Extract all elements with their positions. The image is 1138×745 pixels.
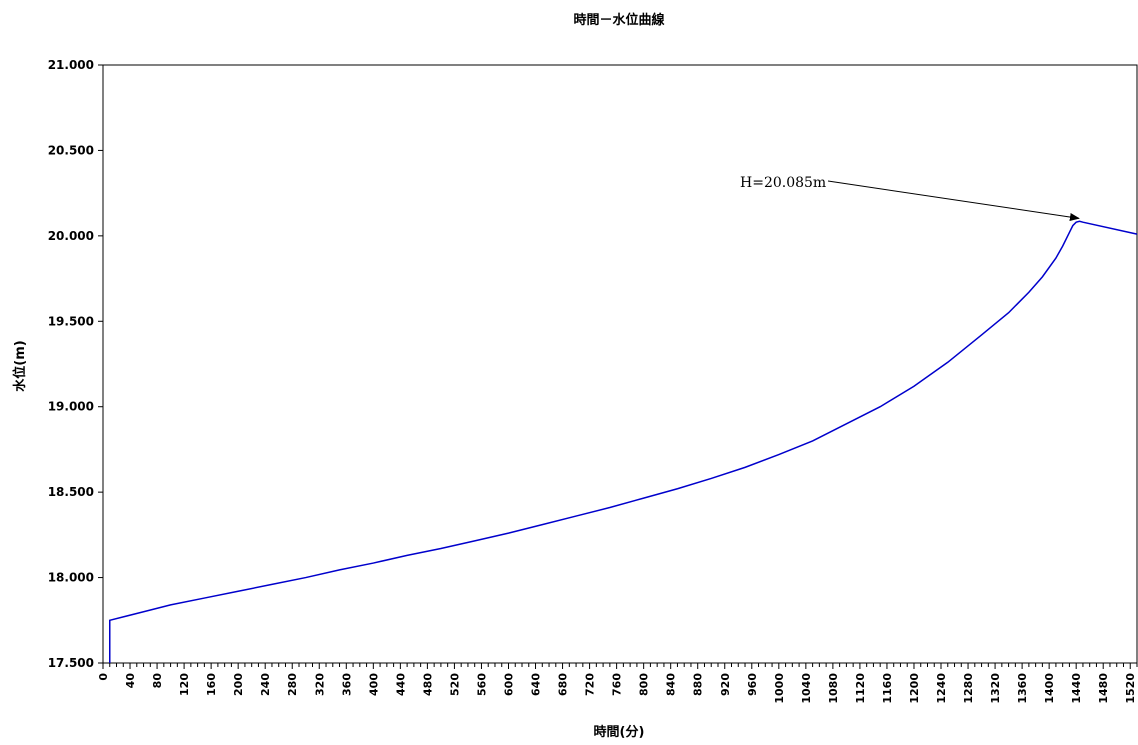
annotation-arrow [827,180,1080,221]
chart-title: 時間－水位曲線 [573,12,665,28]
x-tick-label: 760 [611,673,624,696]
x-tick-label: 520 [448,673,461,696]
x-tick-label: 1040 [800,673,813,704]
x-tick-label: 1400 [1043,673,1056,704]
x-tick-label: 400 [367,673,380,696]
y-tick-label: 21.000 [48,58,94,72]
x-tick-label: 120 [178,673,191,696]
y-tick-label: 18.000 [48,571,94,585]
x-tick-label: 1200 [908,673,921,704]
x-tick-label: 440 [394,673,407,696]
x-tick-label: 280 [286,673,299,696]
x-tick-label: 1160 [881,673,894,704]
x-tick-label: 360 [340,673,353,696]
x-tick-label: 920 [719,673,732,696]
x-tick-label: 800 [638,673,651,696]
x-tick-label: 960 [746,673,759,696]
x-tick-label: 320 [313,673,326,696]
water-level-line [109,220,1138,663]
y-tick-label: 20.500 [48,143,94,157]
x-tick-label: 880 [692,673,705,696]
y-tick-label: 20.000 [48,229,94,243]
x-tick-label: 40 [124,673,137,689]
y-axis-label: 水位(m) [12,340,28,391]
y-axis: 17.500 18.000 18.500 19.000 19.500 20.000 20.5… [48,58,103,670]
x-tick-label: 680 [557,673,570,696]
x-tick-label: 1000 [773,673,786,704]
y-tick-label: 19.500 [48,314,94,328]
y-tick-label: 17.500 [48,656,94,670]
x-tick-label: 1440 [1070,673,1083,704]
x-tick-label: 1360 [1016,673,1029,704]
x-tick-label: 600 [502,673,515,696]
x-tick-label: 480 [421,673,434,696]
x-tick-label: 200 [232,673,245,696]
y-tick-label: 18.500 [48,485,94,499]
x-tick-label: 1480 [1097,673,1110,704]
y-tick-label: 19.000 [48,400,94,414]
x-tick-label: 840 [665,673,678,696]
x-tick-label: 640 [530,673,543,696]
x-tick-label: 560 [475,673,488,696]
x-tick-label: 1520 [1124,673,1137,704]
x-tick-label: 720 [584,673,597,696]
x-tick-label: 80 [151,673,164,689]
x-tick-label: 240 [259,673,272,696]
x-tick-label: 1120 [854,673,867,704]
annotation-label: H=20.085m [740,175,826,191]
x-axis: 0 40 80 120 160 200 240 280 320 360 400 440 480 520 56… [97,663,1138,704]
plot-area [102,64,1138,664]
x-axis-label: 時間(分) [594,724,645,740]
x-tick-label: 1080 [827,673,840,704]
x-tick-label: 1320 [989,673,1002,704]
x-tick-label: 160 [205,673,218,696]
x-tick-label: 1280 [962,673,975,704]
x-tick-label: 0 [97,673,110,681]
x-tick-label: 1240 [935,673,948,704]
